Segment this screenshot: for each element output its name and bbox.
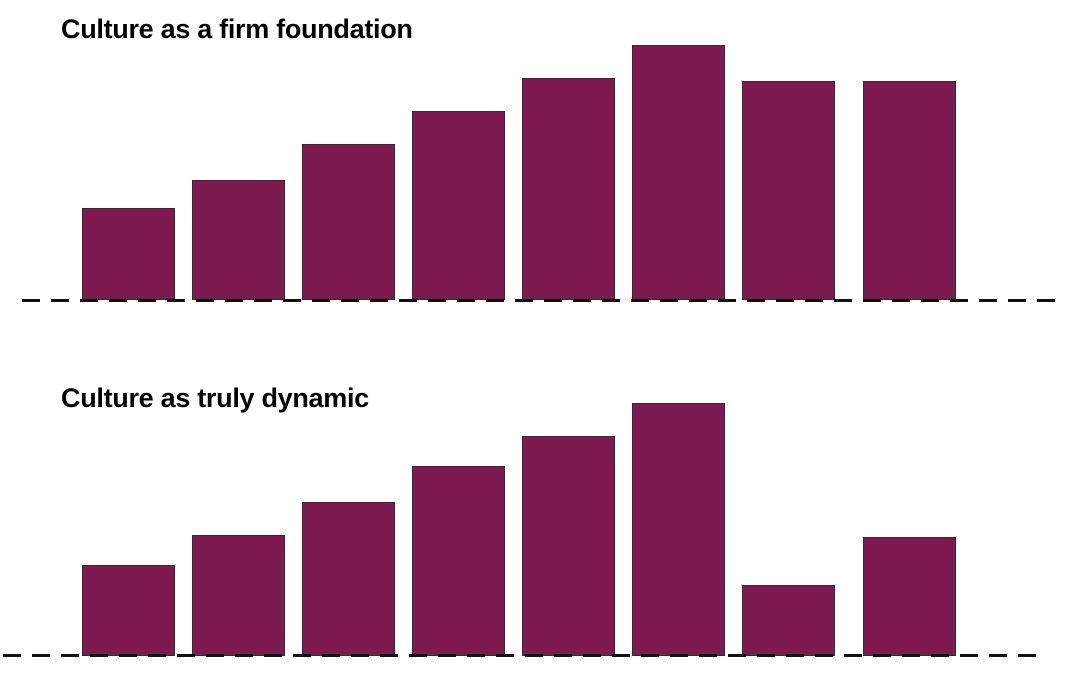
bar xyxy=(412,111,505,300)
bar xyxy=(742,80,835,300)
bar xyxy=(863,537,956,656)
bar xyxy=(82,208,175,300)
bar xyxy=(863,80,956,300)
chart-panel-truly-dynamic: Culture as truly dynamic xyxy=(0,340,1084,676)
bar xyxy=(632,45,725,300)
dashed-baseline xyxy=(22,299,1060,302)
bar xyxy=(742,585,835,656)
dashed-baseline xyxy=(3,654,1045,657)
bar xyxy=(522,78,615,300)
bar-plot-truly-dynamic xyxy=(82,403,956,656)
bar xyxy=(302,144,395,300)
bar xyxy=(302,501,395,656)
bar-plot-firm-foundation xyxy=(82,45,956,300)
bar xyxy=(192,180,285,300)
bar xyxy=(632,403,725,656)
bar xyxy=(82,564,175,656)
bar xyxy=(412,466,505,656)
bar xyxy=(522,435,615,656)
chart-panel-firm-foundation: Culture as a firm foundation xyxy=(22,14,1060,302)
chart-title-firm-foundation: Culture as a firm foundation xyxy=(61,14,413,44)
bar xyxy=(192,534,285,656)
chart-title-truly-dynamic: Culture as truly dynamic xyxy=(61,383,369,413)
